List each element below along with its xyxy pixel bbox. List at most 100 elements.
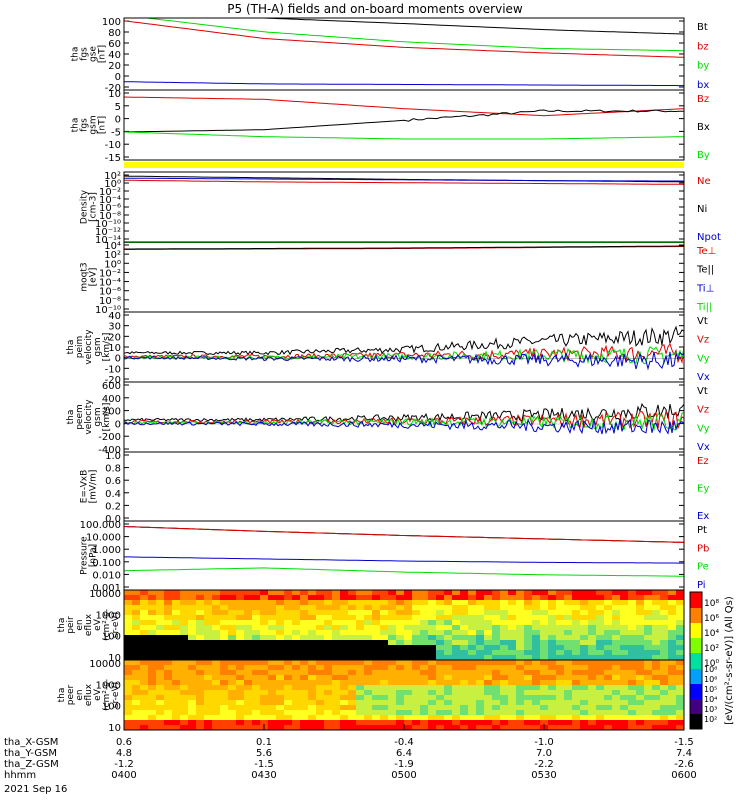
panel-frame <box>123 520 685 591</box>
x-tick-label: 0430 <box>251 770 276 781</box>
colorbar-tick: 10⁵ <box>704 685 717 694</box>
legend-by: by <box>697 61 709 72</box>
y-label-line: tha <box>57 618 67 633</box>
y-tick-label: 100 <box>102 17 121 28</box>
x-tick-label: -0.4 <box>394 737 414 748</box>
data-quality-bar <box>124 162 684 168</box>
series-line-Bz <box>123 96 685 117</box>
y-label-line: [mV/m] <box>89 470 99 504</box>
x-tick-label: 0530 <box>531 770 556 781</box>
y-tick-label: 10⁻¹⁰ <box>95 305 121 316</box>
legend-Ti⊥: Ti⊥ <box>696 283 714 294</box>
colorbar-tick: 10³ <box>704 705 717 714</box>
y-tick-label: 10000 <box>89 589 121 600</box>
x-tick-label: 0400 <box>111 770 136 781</box>
legend-Pb: Pb <box>697 543 709 554</box>
panel-frame <box>123 451 685 522</box>
legend-Pi: Pi <box>697 580 706 591</box>
y-label-line: eV <box>93 688 103 701</box>
y-tick-label: 1000 <box>96 610 121 621</box>
x-tick-label: -2.6 <box>674 759 694 770</box>
colorbar-tick: 10⁶ <box>704 614 719 624</box>
series-line-Vy <box>123 346 685 365</box>
spectrogram-peer <box>124 660 685 731</box>
x-tick-label: -2.2 <box>534 759 554 770</box>
y-label-line: tha <box>71 118 81 133</box>
legend-Bz: Bz <box>697 94 709 105</box>
legend-Ey: Ey <box>697 484 709 495</box>
y-tick-label: 10² <box>104 171 121 182</box>
y-label-line: tha <box>66 340 76 355</box>
legend-Te||: Te|| <box>696 265 714 276</box>
x-tick-label: -1.5 <box>674 737 694 748</box>
colorbar-tick: 10² <box>704 644 719 654</box>
y-tick-label: 10⁰ <box>104 259 121 270</box>
legend-By: By <box>697 150 710 161</box>
legend-Bt: Bt <box>697 22 708 33</box>
y-label-line: eV <box>93 618 103 631</box>
y-tick-label: 10 <box>108 653 121 664</box>
y-tick-label: -10 <box>105 364 121 375</box>
y-tick-label: 600 <box>102 381 121 392</box>
legend-Te⊥: Te⊥ <box>696 246 716 257</box>
colorbar-label-text: [eV/(cm²-s-sr-eV)] (All Qs) <box>724 596 735 725</box>
y-tick-label: -20 <box>105 375 121 386</box>
y-tick-label: 10000 <box>89 659 121 670</box>
y-tick-label: 100.000 <box>80 520 121 531</box>
plot-title: P5 (TH-A) fields and on-board moments ov… <box>227 2 523 16</box>
x-tick-label: 5.6 <box>256 748 272 759</box>
x-tick-label: 7.0 <box>536 748 552 759</box>
x-tick-label: -1.5 <box>254 759 274 770</box>
y-tick-label: -5 <box>111 127 121 138</box>
legend-Vt: Vt <box>697 386 708 397</box>
panel-peir: 10000 1000 100 10 tha peir en eflux eV (cm²-s-sr-… <box>57 589 685 664</box>
y-tick-label: 40 <box>108 311 121 322</box>
series-line-Te|| <box>124 245 684 250</box>
y-tick-label: 0.2 <box>105 501 121 512</box>
y-axis-label: tha fgs gsm [nT] <box>71 115 108 134</box>
y-axis-label: Pressure [nPa] <box>80 536 99 575</box>
y-tick-label: 10⁻² <box>99 268 121 279</box>
y-tick-label: 10 <box>108 723 121 734</box>
y-tick-label: -400 <box>98 445 121 456</box>
colorbar-tick: 10⁴ <box>704 695 717 704</box>
x-tick-label: 0500 <box>391 770 416 781</box>
y-tick-label: 40 <box>108 50 121 61</box>
y-tick-label: 10⁻¹⁴ <box>95 235 121 246</box>
series-line-Pi <box>124 556 684 564</box>
y-axis-label: tha fgs gse [nT] <box>71 45 108 63</box>
legend-Vy: Vy <box>697 353 710 364</box>
panel-fgs-gsm: 10 5 0-5 -10 -15 tha fgs gsm [nT] Bz Bx By <box>71 89 710 164</box>
legend-Vx: Vx <box>697 442 710 453</box>
y-tick-label: 10⁻⁶ <box>99 203 121 214</box>
legend-Ez: Ez <box>697 456 709 467</box>
colorbar-tick: 10² <box>704 715 717 724</box>
y-label-line: fgs <box>80 118 90 132</box>
y-label-line: [nT] <box>98 45 108 63</box>
y-tick-label: 0.010 <box>92 570 121 581</box>
y-tick-label: 0.001 <box>92 583 121 594</box>
y-tick-label: 20 <box>108 332 121 343</box>
series-line-Pe <box>123 567 684 577</box>
y-tick-label: -20 <box>105 83 121 94</box>
y-tick-label: 100 <box>102 632 121 643</box>
x-tick-label: 0.1 <box>256 737 272 748</box>
y-tick-label: 10⁻⁸ <box>99 296 121 307</box>
legend-Vz: Vz <box>697 405 709 416</box>
y-tick-label: 400 <box>102 394 121 405</box>
y-tick-label: 0.0 <box>105 514 121 525</box>
panel-frame <box>123 89 685 161</box>
series-line-Vx <box>123 418 685 435</box>
y-tick-label: 0.6 <box>105 476 121 487</box>
y-tick-label: 0 <box>115 115 121 126</box>
y-tick-label: 80 <box>108 28 121 39</box>
y-tick-label: 0.100 <box>92 558 121 569</box>
series-line-Npot <box>124 177 685 182</box>
series-line-Vt <box>123 325 685 356</box>
y-label-line: tha <box>57 688 67 703</box>
y-label-line: [km/s] <box>102 333 112 362</box>
panel-frame <box>123 17 685 91</box>
